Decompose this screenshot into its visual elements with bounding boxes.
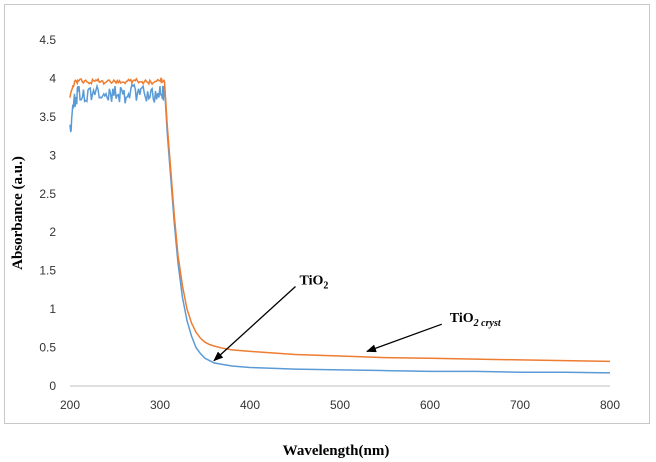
x-tick-label: 500 [330, 398, 350, 412]
annotation-arrow [366, 323, 443, 353]
annotation-subscript: 2 [323, 281, 328, 292]
series-line-2 [69, 77, 611, 363]
axes: 200 300 400 500 600 700 800 0 0.5 1 1.5 2 2.5 3 3.5 4 4.… [39, 33, 620, 412]
annotation-label: TiO2 [300, 274, 329, 292]
y-tick-label: 4 [49, 71, 56, 85]
x-tick-label: 600 [420, 398, 440, 412]
x-axis-title: Wavelength(nm) [283, 443, 390, 459]
annotation-label: TiO2 cryst [450, 311, 502, 329]
y-tick-label: 2 [49, 225, 56, 239]
x-tick-label: 700 [510, 398, 530, 412]
y-tick-label: 4.5 [39, 33, 56, 47]
annotation-text: TiO [450, 311, 474, 326]
y-tick-label: 0.5 [39, 341, 56, 355]
series-line-1 [69, 82, 611, 374]
chart-frame [4, 4, 650, 424]
y-tick-label: 1 [49, 302, 56, 316]
annotation-subscript: 2 cryst [473, 318, 502, 329]
y-tick-label: 2.5 [39, 187, 56, 201]
y-tick-label: 1.5 [39, 264, 56, 278]
y-axis-title: Absorbance (a.u.) [10, 156, 26, 270]
x-tick-label: 400 [240, 398, 260, 412]
x-tick-label: 300 [150, 398, 170, 412]
x-tick-label: 800 [600, 398, 620, 412]
y-tick-label: 0 [49, 379, 56, 393]
series-layer [69, 77, 611, 374]
y-tick-label: 3.5 [39, 110, 56, 124]
annotation-arrow [213, 286, 296, 362]
annotation-text: TiO [300, 274, 324, 289]
y-tick-label: 3 [49, 148, 56, 162]
x-tick-label: 200 [60, 398, 80, 412]
